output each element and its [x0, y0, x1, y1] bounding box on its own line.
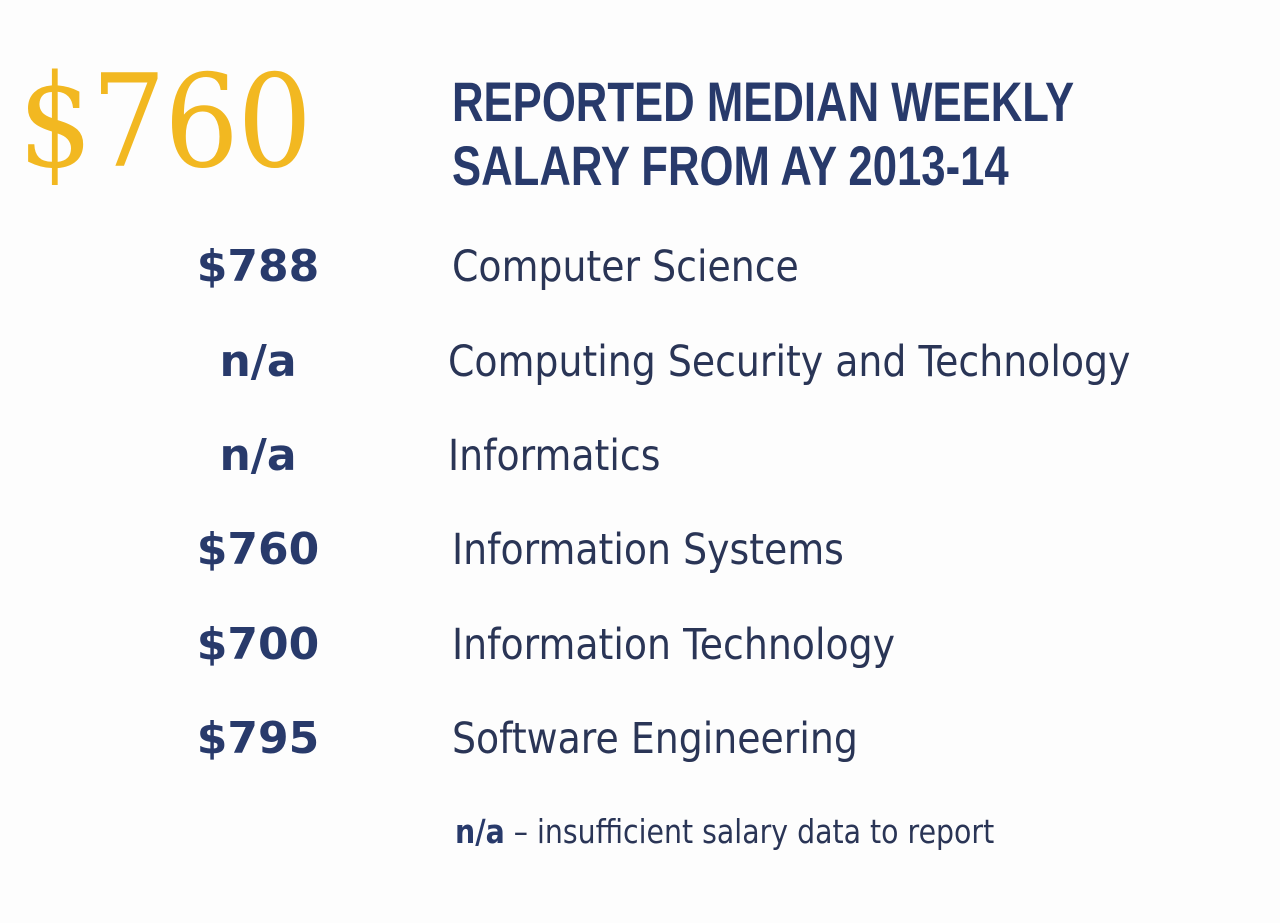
- salary-value: $700: [196, 619, 320, 670]
- title-line-2: SALARY FROM AY 2013-14: [452, 134, 1009, 197]
- footnote: n/a – insufficient salary data to report: [455, 806, 994, 858]
- salary-row: n/a Computing Security and Technology: [0, 327, 1280, 397]
- salary-value: $795: [196, 713, 320, 764]
- salary-row: $760 Information Systems: [0, 515, 1280, 585]
- program-name: Information Technology: [452, 620, 896, 670]
- title-line-1: REPORTED MEDIAN WEEKLY: [452, 70, 1075, 133]
- program-name: Computer Science: [452, 242, 799, 292]
- footnote-text: – insufficient salary data to report: [504, 812, 995, 851]
- salary-row: $795 Software Engineering: [0, 704, 1280, 774]
- salary-row: n/a Informatics: [0, 421, 1280, 491]
- salary-value: $788: [196, 241, 320, 292]
- program-name: Software Engineering: [452, 714, 858, 764]
- salary-row: $700 Information Technology: [0, 610, 1280, 680]
- page-title: REPORTED MEDIAN WEEKLY SALARY FROM AY 20…: [452, 70, 1074, 198]
- salary-value: $760: [196, 524, 320, 575]
- program-name: Informatics: [448, 431, 661, 481]
- program-name: Computing Security and Technology: [448, 337, 1131, 387]
- salary-row: $788 Computer Science: [0, 232, 1280, 302]
- program-name: Information Systems: [452, 525, 844, 575]
- salary-value: n/a: [219, 336, 297, 387]
- highlight-median-salary: $760: [18, 48, 312, 197]
- salary-value: n/a: [219, 430, 297, 481]
- footnote-key: n/a: [455, 812, 505, 851]
